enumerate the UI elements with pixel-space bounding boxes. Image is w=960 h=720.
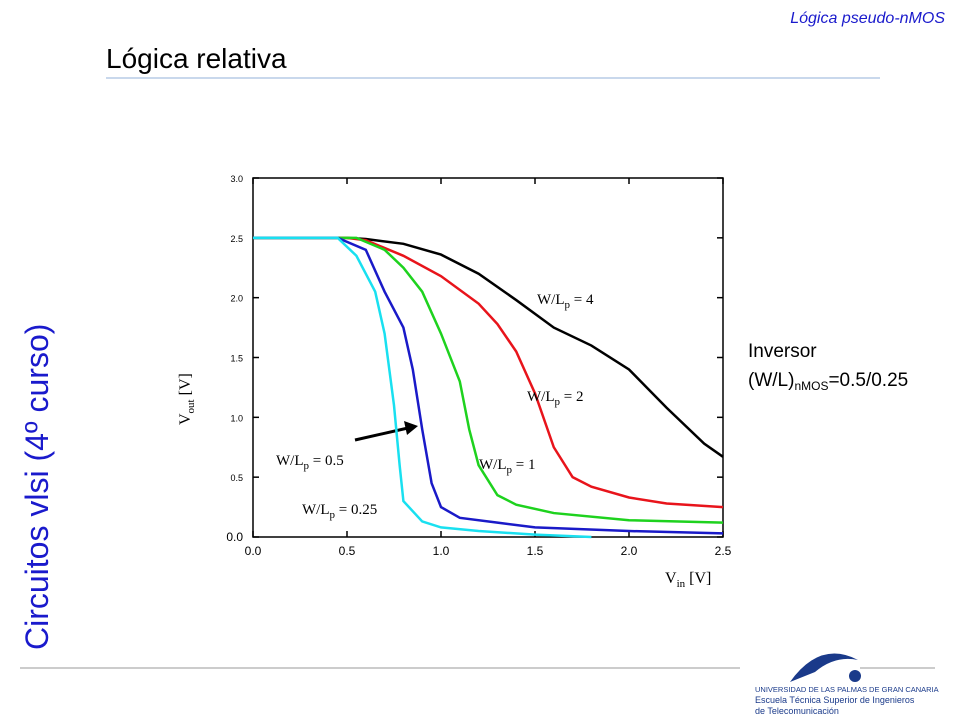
curve-label: W/Lp = 2: [527, 389, 583, 408]
slide-title: Lógica relativa: [106, 43, 287, 74]
curve: [253, 236, 724, 524]
arrow-head: [404, 421, 418, 435]
x-tick-label: 0.5: [339, 544, 356, 558]
y-tick-label: 0.0: [226, 530, 243, 544]
x-tick-label: 0.0: [245, 544, 262, 558]
logo-mark: [849, 670, 861, 682]
y-tick-label: 0.5: [230, 473, 243, 483]
arrow: [354, 426, 409, 442]
curve: [253, 236, 724, 458]
logo-mark: [790, 653, 858, 682]
curve-label: W/Lp = 4: [537, 292, 594, 311]
y-tick-label: 2.0: [230, 294, 243, 304]
section-title: Lógica pseudo-nMOS: [790, 10, 945, 27]
plot-frame: [252, 177, 724, 538]
curve: [253, 236, 592, 539]
logo-text: UNIVERSIDAD DE LAS PALMAS DE GRAN CANARI…: [755, 685, 939, 694]
plot: 0.0 0.5 1.0 1.5 2.0 2.5 0.0 0.5 1.0 1.5 2.0 2.5 3.0 V…: [177, 174, 732, 590]
curve-label: W/Lp = 1: [479, 457, 535, 476]
y-tick-label: 3.0: [230, 174, 243, 184]
side-title: Circuitos vlsi (4º curso): [19, 324, 55, 650]
y-tick-label: 2.5: [230, 234, 243, 244]
curve: [253, 236, 724, 509]
logo-text: de Telecomunicación: [755, 706, 839, 716]
curve-label: W/Lp = 0.5: [276, 453, 344, 472]
note-text: Inversor: [748, 341, 817, 362]
note-text: (W/L)nMOS=0.5/0.25: [748, 370, 908, 393]
curve: [253, 236, 724, 535]
x-axis-label: Vin [V]: [665, 570, 711, 590]
y-tick-label: 1.0: [230, 413, 243, 423]
x-tick-label: 1.0: [433, 544, 450, 558]
curve-label: W/Lp = 0.25: [302, 502, 377, 521]
x-tick-label: 2.5: [715, 544, 732, 558]
y-tick-label: 1.5: [230, 354, 243, 364]
x-tick-label: 1.5: [527, 544, 544, 558]
x-tick-label: 2.0: [621, 544, 638, 558]
logo-text: Escuela Técnica Superior de Ingenieros: [755, 695, 915, 705]
y-axis-label: Vout [V]: [177, 373, 197, 425]
